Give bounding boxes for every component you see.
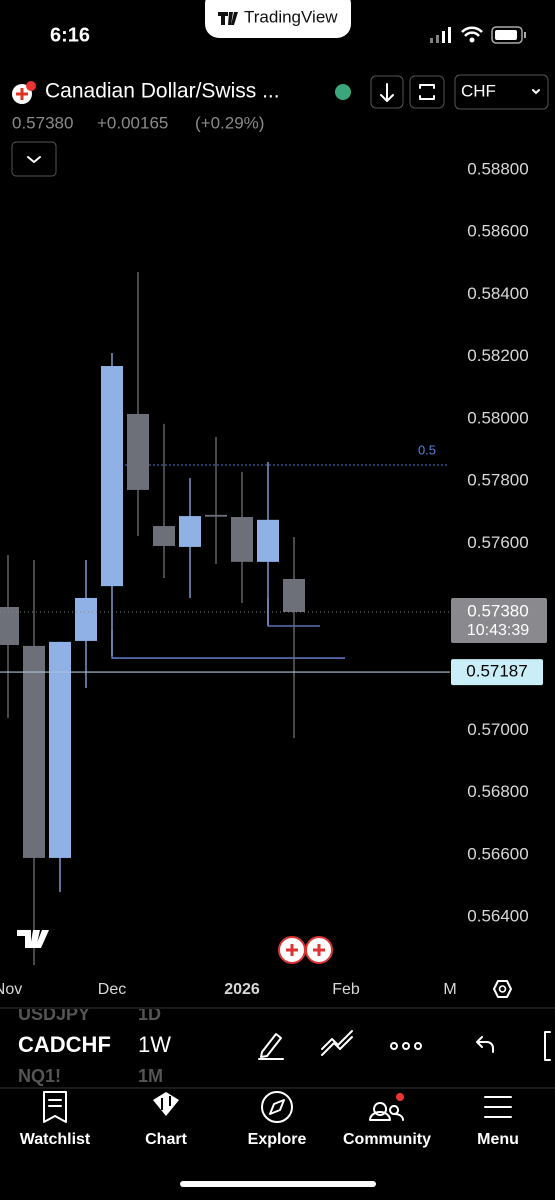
nav-label[interactable]: Watchlist [20,1131,91,1148]
nav-label[interactable]: Explore [248,1131,307,1148]
currency: CHF [461,81,496,100]
watermark [17,930,49,948]
nav-icons [43,1091,512,1123]
candle-body [23,645,45,858]
y-tick-label: 0.58600 [467,222,528,241]
tool-icons [258,1030,551,1061]
y-tick-label: 0.56800 [467,782,528,801]
currency-select[interactable] [454,74,549,110]
x-tick-label: M [443,981,456,998]
toolbar-symbol[interactable]: NQ1! [18,1066,61,1086]
explore-icon[interactable] [261,1091,293,1123]
y-tick-label: 0.57000 [467,720,528,739]
candle-body [205,514,227,517]
y-tick-label: 0.58400 [467,284,528,303]
price-line-label: 0.57187 [466,662,527,681]
more-icon[interactable] [390,1042,422,1050]
chart-icon[interactable] [153,1092,179,1116]
candle-body [283,578,305,612]
down-arrow [380,83,394,102]
x-tick-label: Dec [98,981,126,998]
ray [111,630,345,659]
y-tick-label: 0.57800 [467,471,528,490]
status-time: 6:16 [50,24,90,46]
toolbar-interval[interactable]: 1D [138,1004,161,1024]
compare-icon [419,84,435,100]
candle-body [0,607,19,645]
sell-button[interactable] [370,75,404,109]
candle-body [153,526,175,546]
x-tick-label: Feb [332,981,360,998]
flag-badge [26,81,36,91]
settings-icon[interactable] [493,980,512,998]
plot [0,272,447,966]
header-price: 0.57380 [12,113,73,132]
nav-label[interactable]: Community [343,1131,431,1148]
candle-body [179,516,201,547]
chevron [532,89,540,94]
countdown: 10:43:39 [467,622,529,639]
symbol-toolbar: USDJPY 1D CADCHF 1W NQ1! 1M [18,1004,171,1086]
y-tick-label: 0.56400 [467,907,528,926]
tv-logo-small [218,12,238,25]
candle-body [231,517,253,562]
y-tick-label: 0.57600 [467,533,528,552]
y-tick-label: 0.58800 [467,159,528,178]
menu-icon[interactable] [484,1096,512,1118]
draw-icon[interactable] [258,1033,284,1060]
candle-body [75,597,97,641]
watchlist-icon[interactable] [43,1091,67,1123]
compare-button[interactable] [409,75,445,109]
app-pill [205,0,351,38]
header-change: +0.00165 [97,113,168,132]
undo-icon[interactable] [476,1036,494,1053]
header-change-pct: (+0.29%) [195,113,264,132]
layout-icon[interactable] [544,1031,551,1061]
y-tick-label: 0.58200 [467,346,528,365]
home-indicator [180,1181,376,1187]
flag-mark [16,88,28,100]
collapse-button[interactable] [11,141,57,177]
toolbar-interval[interactable]: 1W [138,1032,171,1057]
y-tick-label: 0.56600 [467,844,528,863]
candle-body [257,519,279,562]
nav-labels: Watchlist Chart Explore Community Menu [20,1131,519,1148]
nav-label[interactable]: Chart [145,1131,187,1148]
price-line-box [451,659,543,686]
x-tick-label: 2026 [224,981,260,998]
trend-icon[interactable] [321,1030,353,1056]
symbol-name[interactable]: Canadian Dollar/Swiss ... [45,80,280,103]
collapse-icon [27,156,41,163]
axes: 0.58800 0.58600 0.58400 0.58200 0.58000 0.578… [0,159,529,998]
x-tick-label: Nov [0,981,22,998]
toolbar-interval[interactable]: 1M [138,1066,163,1086]
y-tick-label: 0.58000 [467,408,528,427]
community-icon[interactable] [369,1102,405,1121]
candle-body [49,641,71,858]
toolbar-symbol[interactable]: USDJPY [18,1004,90,1024]
market-status [335,84,351,100]
toolbar-symbol[interactable]: CADCHF [18,1032,111,1057]
last-price-box [451,597,547,643]
nav-label[interactable]: Menu [477,1131,519,1148]
last-price-label: 0.57380 [467,601,528,620]
candle-body [127,413,149,490]
candle-body [101,366,123,587]
app-name: TradingView [244,7,338,26]
fib-label: 0.5 [418,442,436,457]
event-icons [278,936,333,964]
status-icons [430,26,526,44]
